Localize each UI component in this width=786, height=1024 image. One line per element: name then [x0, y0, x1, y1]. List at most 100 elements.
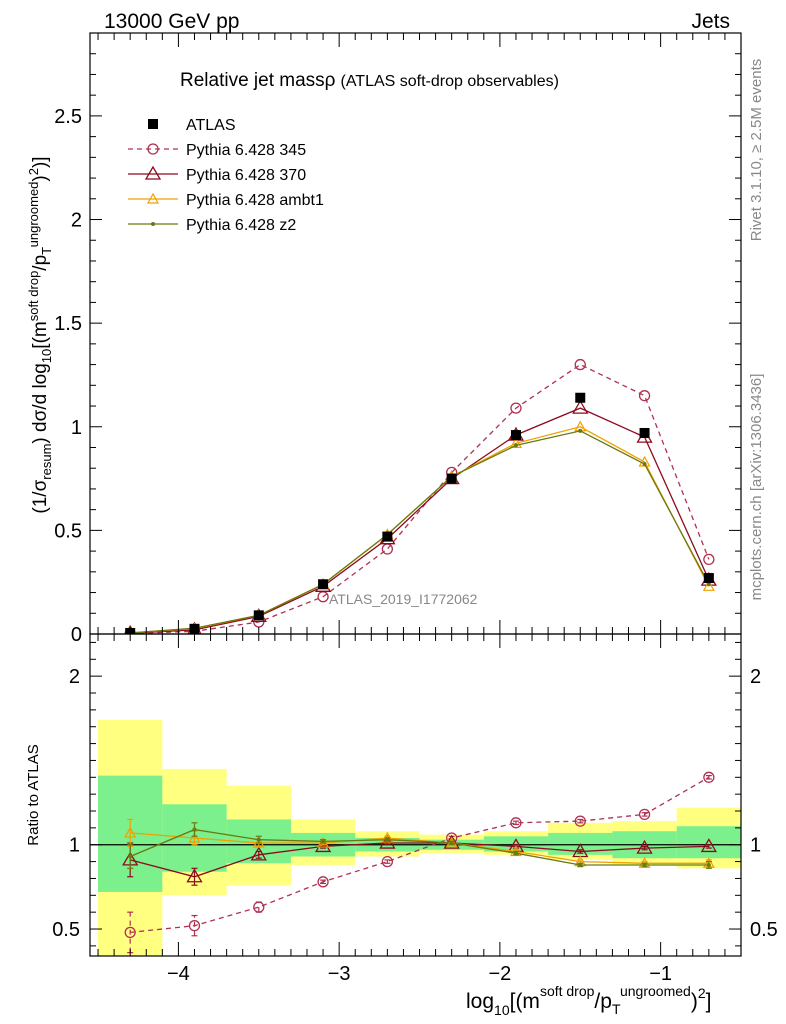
legend-label: Pythia 6.428 ambt1	[186, 192, 324, 209]
data-point	[510, 430, 521, 441]
data-point	[574, 358, 586, 371]
legend-label: Pythia 6.428 370	[186, 167, 306, 184]
y-tick-label: 2.5	[54, 106, 82, 128]
data-point	[188, 920, 201, 932]
data-point	[706, 862, 711, 867]
legend-entry-pythia-6-428-370: Pythia 6.428 370	[128, 165, 306, 184]
data-point	[381, 543, 394, 555]
legend-marker	[148, 119, 158, 129]
x-tick-label: −1	[649, 963, 672, 985]
data-point	[253, 610, 264, 621]
ratio-y-tick-label-right: 2	[750, 666, 761, 688]
data-point	[385, 837, 390, 842]
y-tick-label: 0	[71, 624, 82, 646]
legend-label: Pythia 6.428 z2	[186, 217, 296, 234]
data-point	[639, 427, 650, 438]
data-point	[638, 808, 651, 821]
series-pythia-6-428-z2	[127, 822, 712, 869]
x-tick-label: −2	[488, 963, 511, 985]
data-point	[702, 580, 715, 591]
series-line-pythia-6-428-345	[130, 776, 710, 934]
legend-marker	[147, 143, 159, 155]
x-axis-label: log10[(msoft drop/pTungroomed)2]	[466, 983, 711, 1018]
legend-label: Pythia 6.428 345	[186, 142, 306, 159]
series-line-pythia-6-428-ambt1	[130, 832, 709, 864]
data-point	[703, 553, 715, 566]
y-tick-label: 1	[71, 417, 82, 439]
header-left-label: 13000 GeV pp	[104, 10, 239, 33]
data-point	[124, 826, 137, 838]
data-point	[449, 841, 454, 846]
series-line-pythia-6-428-z2	[129, 828, 709, 866]
data-point	[513, 443, 518, 448]
ratio-plot-series	[122, 771, 717, 954]
legend-entry-pythia-6-428-z2: Pythia 6.428 z2	[128, 217, 296, 234]
data-point	[578, 428, 583, 433]
data-point	[642, 462, 647, 467]
data-point	[124, 926, 136, 939]
x-tick-label: −4	[167, 963, 190, 985]
legend-marker	[144, 165, 162, 180]
series-pythia-6-428-345	[124, 771, 715, 954]
data-point	[703, 771, 715, 783]
data-point	[513, 851, 518, 856]
ratio-plot-frame	[89, 633, 742, 957]
ratio-y-tick-label-right: 1	[750, 835, 761, 857]
data-point	[250, 846, 267, 861]
series-line-pythia-6-428-370	[130, 407, 710, 634]
data-point	[256, 837, 261, 842]
data-point	[317, 876, 329, 888]
legend-entry-pythia-6-428-345: Pythia 6.428 345	[128, 142, 306, 159]
data-point	[636, 839, 653, 854]
data-point	[575, 392, 586, 403]
ratio-y-tick-label: 2	[69, 666, 80, 688]
ratio-y-tick-label-right: 0.5	[750, 919, 778, 941]
ratio-y-tick-label: 0.5	[52, 919, 80, 941]
chart-title-main: Relative jet massρ	[180, 70, 336, 91]
data-point	[128, 854, 133, 859]
data-point	[578, 862, 583, 867]
data-point	[381, 855, 394, 868]
y-tick-label: 2	[71, 210, 82, 232]
data-point	[318, 579, 329, 590]
data-point	[192, 827, 197, 832]
legend-marker	[151, 222, 155, 226]
data-point	[382, 531, 393, 542]
data-point	[186, 868, 203, 883]
legend-entry-pythia-6-428-ambt1: Pythia 6.428 ambt1	[128, 192, 324, 209]
data-point	[703, 573, 714, 584]
ratio-y-axis-label: Ratio to ATLAS	[25, 744, 42, 845]
rivet-version-label: Rivet 3.1.10, ≥ 2.5M events	[748, 59, 765, 242]
header-right-label: Jets	[691, 10, 730, 33]
data-point	[642, 862, 647, 867]
data-point	[638, 390, 651, 402]
data-point	[574, 815, 586, 827]
axes-ticks: 0 0.5 1 1.5 2 2.5 0.5 0.5 1 1 2 2 −4 −3 −2 −1	[52, 33, 778, 985]
legend: ATLAS Pythia 6.428 345 Pythia 6.428 370 Pyt…	[128, 117, 324, 234]
mcplots-label: mcplots.cern.ch [arXiv:1306.3436]	[748, 374, 765, 601]
series-line-pythia-6-428-z2	[130, 430, 710, 634]
data-point	[510, 402, 522, 414]
data-point	[700, 838, 717, 853]
data-point	[321, 839, 326, 844]
legend-marker	[146, 192, 160, 204]
data-point	[572, 399, 589, 414]
data-point	[446, 473, 457, 484]
y-tick-label: 1.5	[54, 313, 82, 335]
data-point	[706, 582, 711, 587]
ratio-y-tick-label: 1	[69, 835, 80, 857]
analysis-watermark: ATLAS_2019_I1772062	[329, 591, 478, 607]
series-line-pythia-6-428-370	[130, 842, 709, 878]
data-point	[253, 901, 265, 913]
band-inner-bin	[676, 826, 741, 859]
series-line-pythia-6-428-345	[130, 363, 710, 634]
legend-label: ATLAS	[186, 117, 236, 134]
data-point	[510, 817, 522, 829]
y-tick-label: 0.5	[54, 520, 82, 542]
chart-title: Relative jet massρ (ATLAS soft-drop obser…	[180, 70, 559, 91]
legend-entry-atlas: ATLAS	[148, 117, 236, 134]
main-y-axis-label: (1/σresum) dσ/d log10[(msoft drop/pTungr…	[26, 156, 54, 513]
main-plot-series	[124, 358, 717, 634]
x-tick-label: −3	[328, 963, 351, 985]
